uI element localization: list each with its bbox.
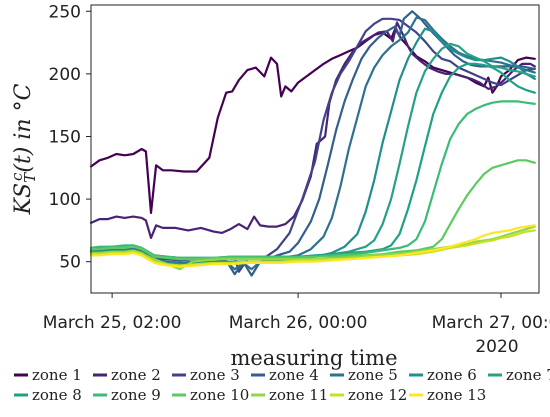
x-year-label: 2020 (475, 337, 518, 357)
x-axis: March 25, 02:00 March 26, 00:00 March 27, … (43, 293, 550, 333)
series-line-9 (89, 100, 536, 259)
plot-frame (90, 4, 540, 294)
y-tick-label: 250 (49, 2, 81, 22)
legend-label-8: zone 8 (32, 386, 82, 404)
x-tick-label: March 25, 02:00 (43, 313, 182, 333)
legend-label-3: zone 3 (190, 366, 240, 384)
x-axis-title: measuring time (230, 346, 397, 370)
y-axis-title: KSTc(t) in °C (8, 83, 39, 215)
x-tick-label: March 26, 00:00 (229, 313, 368, 333)
series-lines (89, 10, 536, 277)
y-axis-title-main: KS (11, 183, 36, 216)
x-tick-label: March 27, 00:00 (432, 313, 550, 333)
series-line-13 (89, 224, 536, 268)
legend-label-2: zone 2 (111, 366, 161, 384)
legend-label-7: zone 7 (506, 366, 550, 384)
legend-label-5: zone 5 (348, 366, 398, 384)
legend-label-12: zone 12 (348, 386, 407, 404)
y-axis-title-sub: T (21, 172, 39, 183)
legend-label-6: zone 6 (427, 366, 477, 384)
legend-label-4: zone 4 (269, 366, 319, 384)
y-tick-label: 200 (49, 65, 81, 85)
y-axis: 50 100 150 200 250 (49, 2, 91, 273)
y-tick-label: 50 (59, 253, 81, 273)
legend-label-1: zone 1 (32, 366, 82, 384)
series-line-10 (89, 159, 536, 261)
y-tick-label: 100 (49, 190, 81, 210)
y-axis-title-sup: c (8, 172, 26, 181)
legend: zone 1 zone 2 zone 3 zone 4 zone 5 zone 6 zone… (14, 366, 550, 404)
series-line-3 (89, 17, 536, 273)
legend-label-11: zone 11 (269, 386, 328, 404)
legend-label-9: zone 9 (111, 386, 161, 404)
legend-label-10: zone 10 (190, 386, 249, 404)
series-line-2 (89, 21, 536, 239)
legend-label-13: zone 13 (427, 386, 486, 404)
y-tick-label: 150 (49, 127, 81, 147)
y-axis-title-tail: (t) in °C (11, 83, 36, 172)
series-line-11 (89, 225, 536, 271)
